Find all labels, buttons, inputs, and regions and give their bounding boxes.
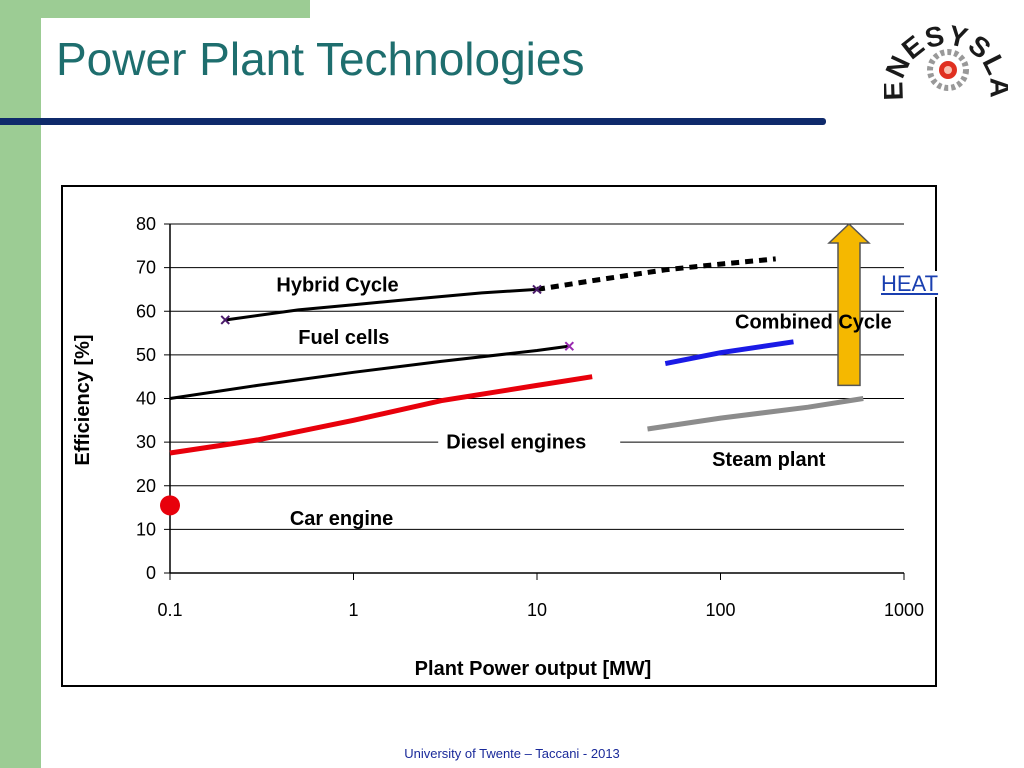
y-tick-label: 0 <box>146 563 156 583</box>
series-line-fuel-cells <box>169 344 570 400</box>
label-bg-diesel-engines <box>438 426 621 461</box>
footer: University of Twente – Taccani - 2013 <box>404 746 620 761</box>
y-tick-label: 40 <box>136 389 156 409</box>
x-tick-label: 1000 <box>884 600 924 620</box>
marker-1 <box>532 284 542 295</box>
x-tick-label: 1 <box>348 600 358 620</box>
y-tick-label: 30 <box>136 432 156 452</box>
series-label-steam-plant: Steam plant <box>712 449 826 471</box>
top-strip <box>0 0 310 18</box>
enesyslab-logo: ENESYSLAB <box>884 8 1008 101</box>
y-tick-label: 10 <box>136 519 156 539</box>
series-line-combined-cycle <box>664 339 794 367</box>
series-line-steam-plant <box>647 396 864 432</box>
sidebar-strip <box>0 0 41 768</box>
marker-0 <box>220 315 230 325</box>
series-label-hybrid-cycle: Hybrid Cycle <box>276 275 398 297</box>
series-label-fuel-cells: Fuel cells <box>298 327 389 349</box>
series-label-diesel-engines: Diesel engines <box>446 432 586 454</box>
series-label-combined-cycle: Combined Cycle <box>735 312 892 334</box>
x-axis-label: Plant Power output [MW] <box>415 658 652 680</box>
series-line-hybrid-cycle <box>224 287 538 322</box>
x-tick-label: 0.1 <box>157 600 182 620</box>
y-axis-label: Efficiency [%] <box>72 334 94 465</box>
series-line-hybrid-cycle-dashed <box>536 256 776 292</box>
heat-link[interactable]: HEAT <box>879 271 941 297</box>
point-car-engine <box>160 495 180 516</box>
heat-arrow <box>827 222 871 387</box>
series-line-diesel-engines <box>169 374 593 456</box>
label-bg-steam-plant <box>704 444 851 479</box>
y-tick-label: 70 <box>136 258 156 278</box>
y-tick-label: 20 <box>136 476 156 496</box>
y-tick-label: 80 <box>136 214 156 234</box>
marker-2 <box>564 341 575 351</box>
x-tick-label: 10 <box>527 600 547 620</box>
title-rule <box>0 118 826 125</box>
y-tick-label: 60 <box>136 301 156 321</box>
x-tick-label: 100 <box>705 600 735 620</box>
series-label-car-engine: Car engine <box>290 508 393 530</box>
slide-title: Power Plant Technologies <box>56 33 585 85</box>
y-tick-label: 50 <box>136 345 156 365</box>
